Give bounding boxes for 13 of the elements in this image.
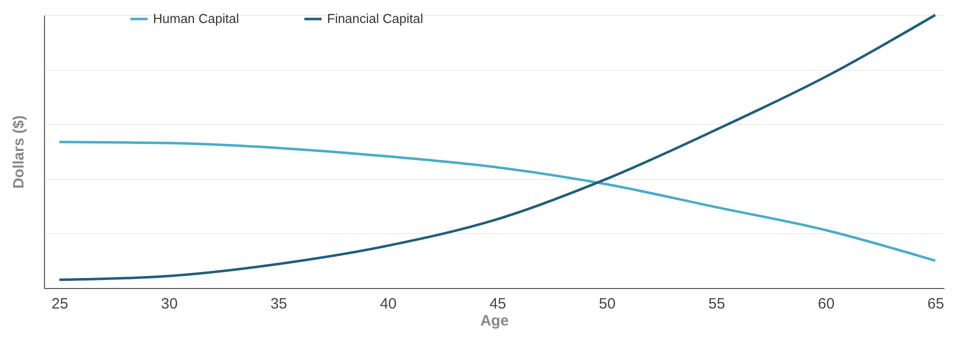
x-axis-title: Age xyxy=(480,312,509,330)
x-tick-label: 35 xyxy=(270,296,288,312)
x-tick-label: 60 xyxy=(818,296,835,312)
x-tick-label: 55 xyxy=(708,296,726,312)
x-tick-label: 30 xyxy=(160,296,178,312)
x-tick-label: 25 xyxy=(51,296,68,312)
x-tick-label: 45 xyxy=(489,296,506,312)
y-axis-title: Dollars ($) xyxy=(10,115,28,189)
x-tick-label: 50 xyxy=(598,296,616,312)
x-tick-label: 65 xyxy=(927,296,944,312)
x-tick-label: 40 xyxy=(380,296,397,312)
legend-label: Human Capital xyxy=(153,11,240,26)
legend-label: Financial Capital xyxy=(327,11,424,26)
